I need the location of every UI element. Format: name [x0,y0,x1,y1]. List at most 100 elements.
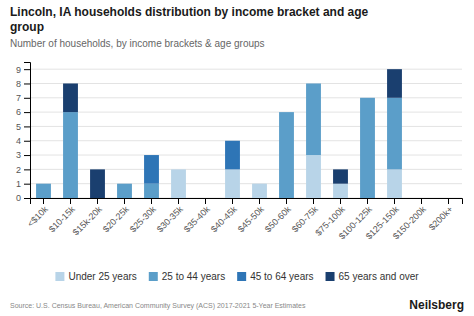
tick-label: <$10k [25,204,50,229]
legend-label: 25 to 44 years [162,271,225,282]
tick-label: $200k+ [427,204,455,232]
tick: 8 [16,79,30,89]
tick-label: $45-50k [236,204,266,234]
tick-mark [24,69,30,70]
tick-mark [24,184,30,185]
tick-label: $25-30k [128,204,158,234]
bar [171,169,186,170]
tick-mark [178,198,179,204]
bar [198,198,213,199]
tick: $40-45k [209,198,239,234]
tick-mark [24,112,30,113]
tick-mark [286,198,287,204]
tick-label: 6 [16,107,21,117]
bar [360,98,375,198]
bar [90,169,105,198]
legend-swatch [326,272,335,281]
tick-label: 3 [16,150,21,160]
legend-swatch [149,272,158,281]
tick: $20-25k [101,198,131,234]
tick-label: 4 [16,136,21,146]
bar [306,83,321,84]
tick-mark [232,198,233,204]
bar [36,183,51,184]
tick: $35-40k [182,198,212,234]
bar [117,184,132,198]
tick-mark [24,198,30,199]
tick: 4 [16,136,30,146]
series [63,69,402,198]
tick-mark [448,198,449,204]
bar [198,198,213,199]
tick: $200k+ [427,198,455,232]
bar [144,155,159,184]
tick: 9 [16,65,30,75]
tick-mark [24,83,30,84]
bar [306,83,321,84]
bar [306,155,321,198]
tick: 0 [16,193,30,203]
bar [441,198,456,199]
bar [360,97,375,98]
legend-label: Under 25 years [68,271,136,282]
bar [252,183,267,184]
tick: $50-60k [263,198,293,234]
tick: 5 [16,122,30,132]
bar [414,198,429,199]
bar [387,169,402,198]
tick-label: $30-35k [155,204,185,234]
tick-label: $15k-20k [71,204,105,238]
bar [414,198,429,199]
bar [252,184,267,198]
tick-mark [313,198,314,204]
bar [279,112,294,113]
bar [441,198,456,199]
bar [171,169,186,198]
tick-mark [367,198,368,204]
source: Source: U.S. Census Bureau, American Com… [10,302,306,310]
tick: $30-35k [155,198,185,234]
tick-mark [421,198,422,204]
grid [30,69,462,198]
tick-label: 2 [16,165,21,175]
bar [333,184,348,198]
legend-item: 45 to 64 years [237,271,313,282]
bar [225,140,240,141]
tick-label: 1 [16,179,21,189]
tick-mark [340,198,341,204]
bar [252,183,267,184]
bar [36,183,51,184]
tick-mark [394,198,395,204]
chart: Lincoln, IA households distribution by i… [0,0,474,316]
tick-mark [24,98,30,99]
bar [171,169,186,170]
tick-label: $40-45k [209,204,239,234]
bar [252,183,267,184]
bar [279,112,294,113]
series [36,83,402,198]
plot: 0123456789<$10k$10-15k$15k-20k$20-25k$25… [16,63,463,242]
bar [63,83,78,112]
series [144,141,240,184]
tick: $45-50k [236,198,266,234]
tick: $25-30k [128,198,158,234]
branding: Neilsberg [409,298,464,312]
legend-item: 25 to 44 years [149,271,225,282]
bar [414,198,429,199]
tick-label: $50-60k [263,204,293,234]
tick: $15k-20k [71,198,105,237]
bars [36,69,402,198]
bar [279,112,294,198]
tick: 3 [16,150,30,160]
legend-item: 65 years and over [326,271,420,282]
tick-label: $20-25k [101,204,131,234]
tick-label: $35-40k [182,204,212,234]
bar [360,97,375,98]
bar [171,169,186,170]
bar [306,83,321,155]
subtitle: Number of households, by income brackets… [10,38,265,49]
tick-mark [205,198,206,204]
tick: $150-200k [391,198,429,241]
tick-mark [259,198,260,204]
bar [117,183,132,184]
